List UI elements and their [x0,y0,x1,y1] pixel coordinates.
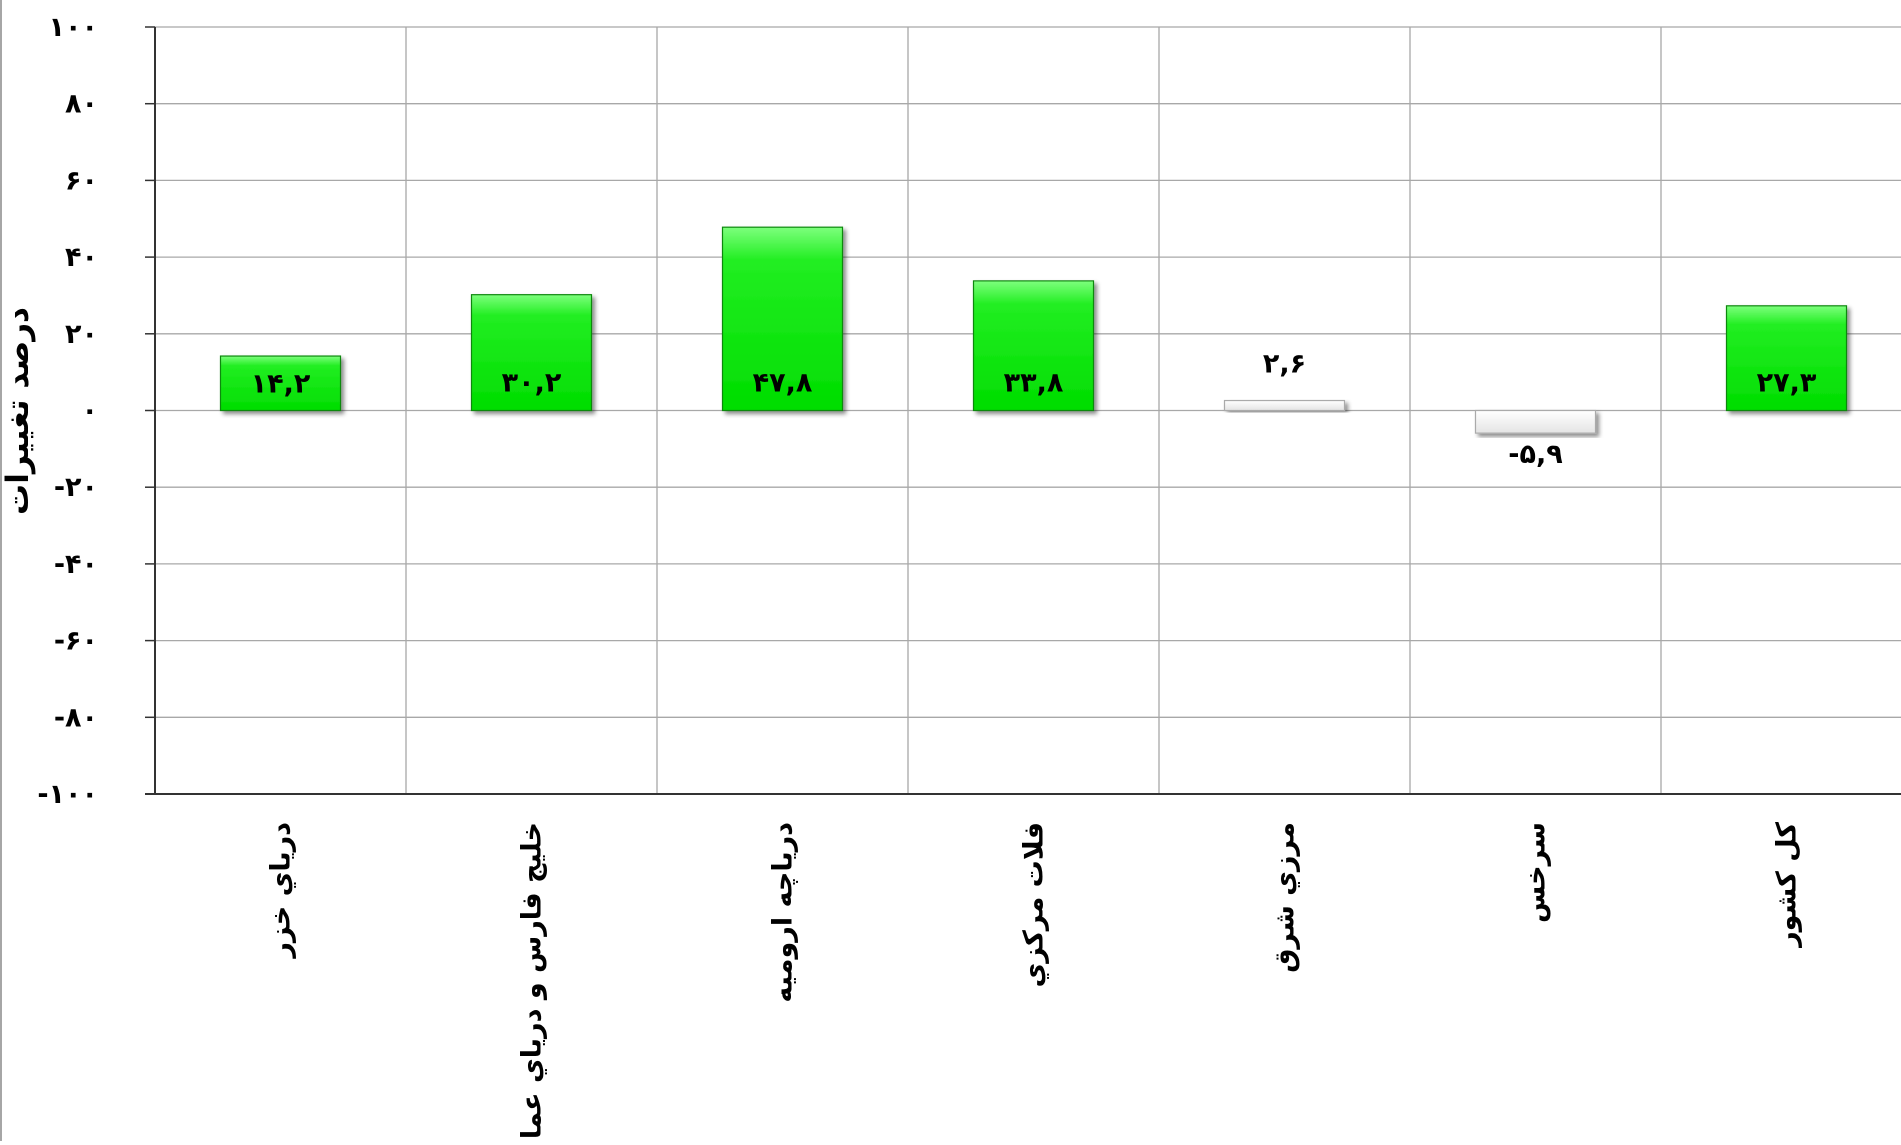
y-tick-label: -۲۰ [54,472,98,503]
bars [219,226,1848,434]
x-category-label: مرزي شرق [1270,822,1301,973]
x-category-label: خليج فارس و درياي عمان [517,822,548,1141]
bar-value-label: ۲۷,۳ [1757,368,1817,399]
bar-value-label: ۱۴,۲ [251,368,311,399]
bar [721,226,844,412]
x-category-label: درياچه اروميه [768,822,799,1003]
y-tick-label: ۱۰۰ [49,12,98,43]
y-tick-label: -۸۰ [54,702,98,733]
x-category-label: سرخس [1521,822,1552,923]
y-tick-label: ۴۰ [65,242,98,273]
bar [470,294,593,412]
y-tick-label: -۴۰ [54,549,98,580]
x-category-label: كل كشور [1772,822,1803,949]
y-axis-title: درصد تغییرات [0,307,36,515]
bar-value-label: ۴۷,۸ [753,368,813,399]
bar-value-label: ۳۰,۲ [502,368,562,399]
bar-value-label: ۳۳,۸ [1004,368,1064,399]
bar [1725,305,1848,412]
x-category-label: فلات مركزي [1019,822,1050,987]
bar-value-label: -۵,۹ [1508,439,1562,470]
y-tick-label: ۶۰ [65,165,98,196]
bar [219,355,342,412]
y-tick-label: ۰ [82,396,98,427]
bar [1223,399,1346,412]
x-category-label: درياي خزر [266,822,297,960]
y-tick-label: ۸۰ [65,89,98,120]
y-tick-label: -۶۰ [54,626,98,657]
data-labels: ۱۴,۲ درياي خزر ۳۰,۲ خليج فارس و درياي عمان ۴… [251,349,1817,1145]
y-tick-label: ۲۰ [65,319,98,350]
bar [1474,409,1597,434]
y-tick-label: -۱۰۰ [37,779,98,810]
bar-value-label: ۲,۶ [1263,349,1306,380]
bar [972,280,1095,412]
